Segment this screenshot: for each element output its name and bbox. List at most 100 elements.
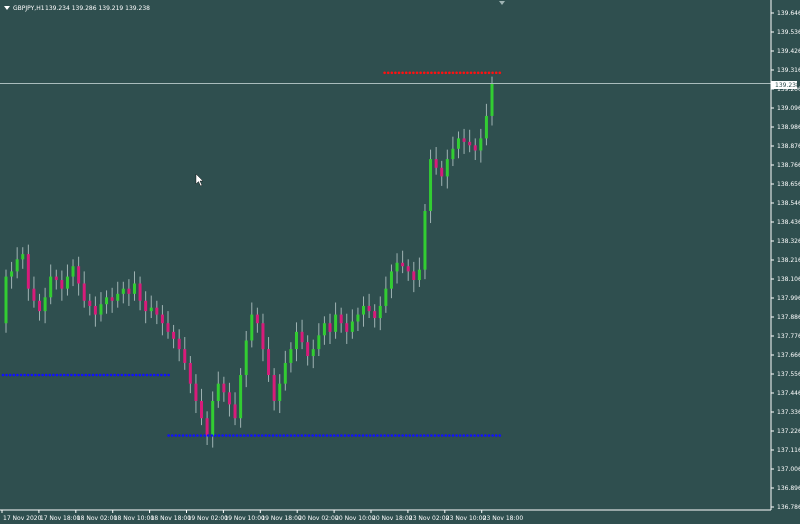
- resistance-level-dot: [491, 71, 494, 75]
- bull-candle: [389, 271, 393, 289]
- support-level-dot: [196, 434, 199, 437]
- price-tick-label: 137.006: [777, 466, 800, 473]
- bear-candle: [255, 314, 259, 324]
- time-tick-label: 23 Nov 10:00: [446, 515, 487, 522]
- support-level-dot: [178, 434, 181, 437]
- support-level-dot: [239, 434, 242, 437]
- support-level-dot: [174, 434, 178, 437]
- bear-candle: [412, 271, 416, 281]
- bear-candle: [267, 349, 271, 376]
- support-level-dot: [448, 434, 451, 437]
- bear-candle: [227, 392, 231, 405]
- support-level-dot: [70, 373, 73, 377]
- support-level-dot: [228, 434, 232, 437]
- bear-candle: [88, 300, 92, 306]
- support-level-dot: [250, 434, 253, 437]
- resistance-level-dot: [473, 71, 476, 75]
- price-tick-label: 137.996: [777, 295, 800, 302]
- support-level-dot: [185, 434, 188, 437]
- bull-candle: [10, 271, 14, 277]
- bear-candle: [272, 375, 276, 401]
- price-tick-label: 139.646: [777, 10, 800, 17]
- bear-candle: [110, 297, 114, 301]
- price-tick-label: 137.446: [777, 390, 800, 397]
- support-level-dot: [156, 373, 160, 377]
- support-level-dot: [214, 434, 217, 437]
- bull-candle: [71, 266, 75, 277]
- bull-candle: [356, 314, 360, 322]
- support-level-dot: [152, 373, 156, 377]
- support-level-dot: [138, 373, 142, 377]
- support-level-dot: [498, 434, 502, 437]
- support-level-dot: [80, 373, 84, 377]
- support-level-dot: [62, 373, 66, 377]
- support-level-dot: [199, 434, 203, 437]
- support-level-dot: [210, 434, 214, 437]
- bull-candle: [116, 293, 120, 301]
- bear-candle: [468, 141, 472, 146]
- time-tick-label: 23 Nov 18:00: [483, 515, 524, 522]
- resistance-level-dot: [480, 71, 484, 75]
- price-tick-label: 139.206: [777, 86, 800, 93]
- support-level-dot: [91, 373, 95, 377]
- support-level-dot: [343, 434, 347, 437]
- support-level-dot: [322, 434, 325, 437]
- support-level-dot: [296, 434, 300, 437]
- support-level-dot: [192, 434, 196, 437]
- price-tick-label: 137.886: [777, 314, 800, 321]
- support-level-dot: [206, 434, 210, 437]
- bear-candle: [339, 314, 343, 324]
- bear-candle: [233, 404, 237, 419]
- time-tick-label: 17 Nov 2020: [3, 515, 42, 522]
- bull-candle: [423, 210, 427, 270]
- support-level-dot: [300, 434, 304, 437]
- resistance-level-dot: [408, 71, 412, 75]
- bull-candle: [429, 159, 433, 211]
- support-level-dot: [271, 434, 275, 437]
- scroll-marker-icon[interactable]: [499, 1, 505, 5]
- support-level-dot: [275, 434, 278, 437]
- price-axis[interactable]: 139.646 139.536 139.426 139.316 139.206 139.0…: [771, 10, 800, 511]
- bull-candle: [43, 297, 47, 312]
- support-level-dot: [188, 434, 192, 437]
- support-level-dot: [329, 434, 332, 437]
- resistance-level-dot: [390, 71, 394, 75]
- bear-candle: [401, 262, 405, 267]
- support-level-dot: [376, 434, 379, 437]
- support-level-dot: [487, 434, 491, 437]
- support-level-dot: [469, 434, 473, 437]
- support-level-dot: [12, 373, 16, 377]
- support-level-dot: [124, 373, 127, 377]
- support-level-dot: [379, 434, 383, 437]
- support-level-dot: [95, 373, 98, 377]
- support-level-dot: [23, 373, 26, 377]
- bear-candle: [127, 288, 131, 294]
- resistance-level-dot: [498, 71, 502, 75]
- bear-candle: [306, 342, 310, 357]
- bull-candle: [244, 340, 248, 376]
- bull-candle: [289, 349, 293, 363]
- triangle-down-icon[interactable]: [4, 6, 10, 10]
- support-level-dot: [422, 434, 426, 437]
- price-tick-label: 136.896: [777, 485, 800, 492]
- bear-candle: [177, 338, 181, 350]
- support-level-dot: [160, 373, 163, 377]
- bull-candle: [445, 159, 449, 177]
- price-tick-label: 138.876: [777, 143, 800, 150]
- resistance-level-dot: [494, 71, 498, 75]
- bull-candle: [322, 323, 326, 336]
- resistance-level-dot: [487, 71, 491, 75]
- price-tick-label: 138.216: [777, 257, 800, 264]
- bear-candle: [328, 323, 332, 332]
- support-level-dot: [358, 434, 361, 437]
- support-level-dot: [88, 373, 91, 377]
- price-tick-label: 138.326: [777, 238, 800, 245]
- bull-candle: [239, 375, 243, 419]
- support-level-dot: [286, 434, 289, 437]
- support-level-dot: [167, 373, 170, 377]
- support-level-dot: [476, 434, 480, 437]
- support-level-dot: [494, 434, 498, 437]
